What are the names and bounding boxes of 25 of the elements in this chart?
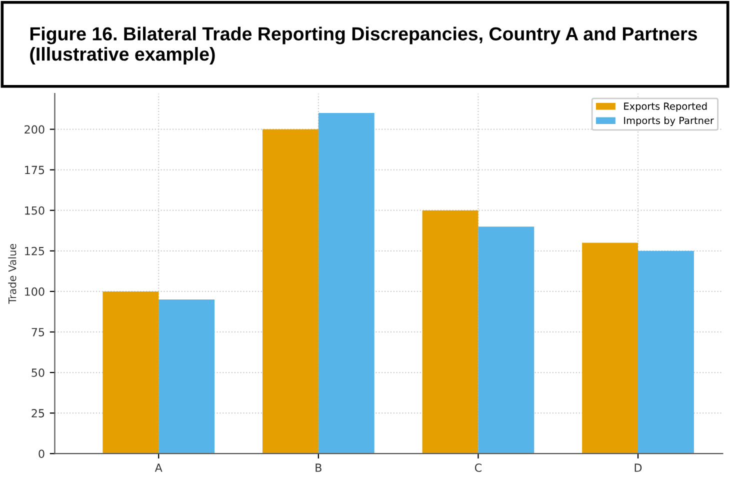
bar [638,250,694,454]
y-tick-label: 175 [25,166,44,174]
y-axis-title: Trade Value [8,244,16,304]
y-tick-label: 200 [24,125,44,134]
y-tick-label: 25 [32,409,44,418]
y-tick-label: 0 [38,450,44,458]
x-tick-label: A [154,464,162,472]
bar [158,300,215,454]
legend-label: Exports Reported [624,102,707,112]
y-tick-label: 100 [25,287,44,296]
y-tick-label: 50 [32,368,44,377]
y-tick-label: 125 [25,246,44,256]
bar [102,291,159,454]
y-tick-label: 150 [25,206,44,215]
y-tick-label: 75 [32,328,44,336]
x-tick-label: C [474,464,482,472]
bar [262,129,318,454]
legend-label: Imports by Partner [624,116,714,126]
bar [582,242,638,454]
x-tick-label: B [316,464,322,472]
bar [318,113,374,454]
bar [422,210,478,454]
bar [478,226,534,454]
chart-title: Figure 16. Bilateral Trade Reporting Discrepancies, Country A and Partners (Illustrative example) [30,26,698,64]
x-tick-label: D [634,464,642,472]
